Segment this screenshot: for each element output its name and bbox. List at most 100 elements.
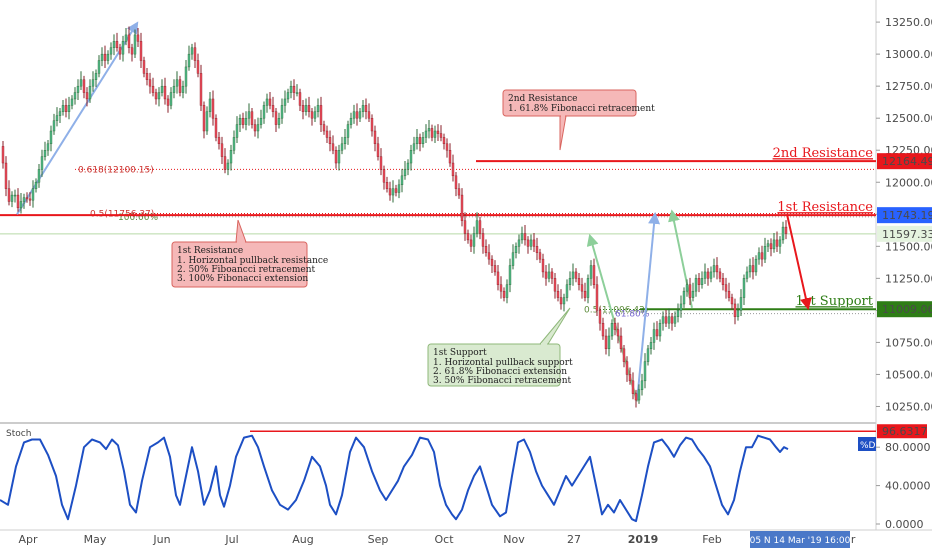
- candle-body: [709, 271, 713, 279]
- candle-body: [475, 220, 479, 234]
- candle-body: [472, 233, 476, 247]
- candle-body: [277, 117, 281, 125]
- candle-body: [139, 41, 143, 61]
- candle-body: [493, 265, 497, 273]
- callout-line: 1. Horizontal pullback support: [433, 358, 573, 368]
- candle-body: [319, 105, 323, 125]
- candle-body: [70, 98, 74, 106]
- candle-body: [271, 105, 275, 112]
- candle-body: [676, 310, 680, 317]
- candle-body: [175, 79, 179, 87]
- time-tick-label: Oct: [434, 533, 454, 546]
- time-tick-label: Apr: [18, 533, 38, 546]
- candle-body: [496, 271, 500, 285]
- candle-body: [772, 239, 776, 250]
- callout-line: 1. 61.8% Fibonacci retracement: [508, 104, 655, 114]
- candle-body: [346, 124, 350, 138]
- candle-body: [109, 47, 113, 55]
- candle-body: [706, 271, 710, 279]
- candle-body: [508, 265, 512, 285]
- candle-body: [163, 85, 167, 100]
- candle-body: [376, 143, 380, 157]
- callout-box: [427, 343, 561, 387]
- candle-body: [592, 265, 596, 285]
- candle-body: [358, 111, 362, 119]
- candle-body: [169, 92, 173, 106]
- crosshair-time-label: 05 Ν 14 Mar '19 16:00: [750, 536, 851, 546]
- candle-body: [733, 303, 737, 317]
- candle-body: [205, 111, 209, 132]
- candle-body: [223, 156, 227, 170]
- candle-body: [535, 246, 539, 253]
- candle-body: [46, 143, 50, 151]
- time-tick-label: Jun: [152, 533, 170, 546]
- candle-body: [106, 53, 110, 61]
- projection-arrow: [786, 214, 812, 311]
- candle-body: [532, 239, 536, 247]
- candle-body: [697, 278, 701, 285]
- stoch-title: Stoch: [6, 429, 31, 439]
- candle-body: [397, 184, 401, 193]
- candle-body: [640, 380, 644, 391]
- candle-body: [292, 85, 296, 93]
- candle-body: [478, 220, 482, 234]
- candlestick-series: [1, 26, 788, 408]
- candle-body: [637, 389, 641, 401]
- candle-body: [460, 194, 464, 221]
- stochastic-pane: Stoch 80.0000 40.0000 0.0000 96.6317 %D: [0, 424, 931, 531]
- candle-body: [265, 98, 269, 106]
- candle-body: [178, 79, 182, 93]
- candle-body: [286, 92, 290, 100]
- candle-body: [373, 130, 377, 145]
- candle-body: [589, 265, 593, 279]
- price-tick-label: 11500.00: [885, 240, 932, 253]
- candle-body: [124, 34, 128, 42]
- candle-body: [1, 146, 5, 164]
- candle-body: [256, 124, 260, 132]
- candle-body: [721, 278, 725, 285]
- candle-body: [259, 117, 263, 125]
- candle-body: [367, 111, 371, 119]
- candle-body: [40, 156, 44, 170]
- candle-body: [136, 34, 140, 42]
- candle-body: [331, 143, 335, 151]
- candle-body: [415, 137, 419, 145]
- candle-body: [58, 111, 62, 116]
- candle-body: [13, 194, 17, 197]
- candle-body: [481, 233, 485, 247]
- candle-body: [421, 137, 425, 145]
- candle-body: [409, 150, 413, 164]
- candle-body: [283, 98, 287, 106]
- candle-body: [436, 130, 440, 134]
- candle-body: [559, 297, 563, 305]
- candle-body: [613, 322, 617, 330]
- candle-body: [370, 117, 374, 132]
- candle-body: [466, 233, 470, 241]
- candle-body: [28, 198, 32, 201]
- candle-body: [289, 85, 293, 93]
- price-tick-label: 11250.00: [885, 272, 932, 285]
- price-tag-label: 11743.19: [882, 209, 932, 222]
- candle-body: [7, 188, 11, 202]
- candle-body: [628, 374, 632, 382]
- time-tick-label: 27: [567, 533, 581, 546]
- candle-body: [454, 175, 458, 189]
- time-axis[interactable]: AprMayJunJulAugSepOctNov272019FebMar05 Ν…: [18, 531, 856, 548]
- callout-joint: [237, 241, 245, 243]
- candle-body: [340, 143, 344, 151]
- fibonacci-label: 0.618(12100.15): [78, 165, 154, 175]
- candle-body: [76, 85, 80, 93]
- candle-body: [586, 278, 590, 298]
- candle-body: [757, 252, 761, 260]
- candle-body: [634, 393, 638, 401]
- candle-body: [463, 220, 467, 234]
- callout-box: [502, 89, 637, 117]
- candle-body: [646, 348, 650, 362]
- candle-body: [193, 47, 197, 61]
- callout-joint: [561, 115, 565, 117]
